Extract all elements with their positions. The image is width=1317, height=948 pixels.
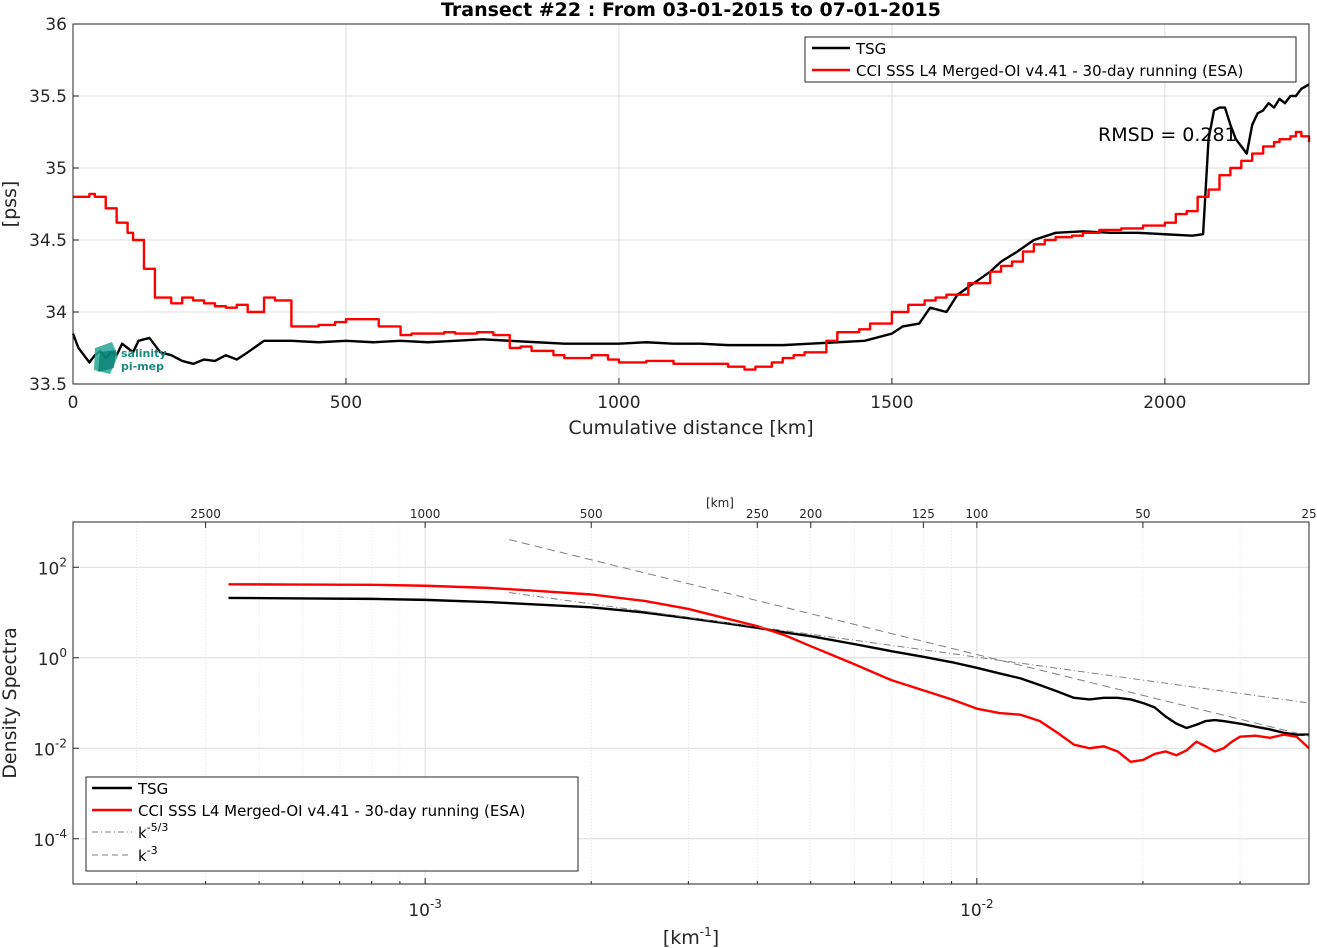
top-x-tick-label: 500 — [330, 393, 362, 413]
top-x-tick-label: 2000 — [1143, 393, 1186, 413]
top-x-tick-label: 0 — [68, 393, 79, 413]
bottom-y-tick-label: 100 — [38, 646, 67, 670]
svg-text:pi-mep: pi-mep — [121, 360, 164, 373]
bottom-top-tick-label: 25 — [1301, 507, 1316, 521]
cci-series-line — [73, 130, 1311, 371]
chart-title: Transect #22 : From 03-01-2015 to 07-01-… — [441, 0, 941, 21]
top-y-tick-label: 35.5 — [29, 87, 67, 107]
top-series-lines — [71, 83, 1311, 371]
cci-spectrum-line — [228, 583, 1310, 764]
tsg-spectrum-line — [228, 596, 1309, 736]
bottom-x-tick-label: 10-3 — [408, 897, 442, 921]
bottom-x-tick-label: 10-2 — [960, 897, 994, 921]
bottom-y-axis-ticks: 102 100 10-2 10-4 — [33, 555, 79, 851]
top-plot-frame — [72, 23, 1310, 385]
legend-cci-label-2: CCI SSS L4 Merged-OI v4.41 - 30-day runn… — [138, 802, 525, 820]
bottom-top-tick-label: 2500 — [190, 507, 221, 521]
top-x-axis-ticks: 0 500 1000 1500 2000 — [68, 378, 1187, 413]
top-axis-unit-label: [km] — [706, 496, 734, 510]
bottom-top-tick-label: 100 — [965, 507, 988, 521]
bottom-top-tick-label: 500 — [580, 507, 603, 521]
bottom-top-tick-label: 1000 — [410, 507, 441, 521]
bottom-plot-frame — [72, 521, 1310, 885]
salinity-pimep-logo: salinity pi-mep — [94, 342, 167, 374]
bottom-top-axis-ticks: 2500 1000 500 250 200 125 100 50 25 — [190, 507, 1317, 528]
top-x-tick-label: 1500 — [870, 393, 913, 413]
top-y-axis-label: [pss] — [0, 181, 21, 228]
salinity-transect-chart: Transect #22 : From 03-01-2015 to 07-01-… — [0, 0, 1311, 439]
top-y-axis-ticks: 33.5 34 34.5 35 35.5 36 — [29, 15, 79, 395]
bottom-y-axis-label: Density Spectra — [0, 627, 21, 778]
legend-tsg-label-2: TSG — [137, 780, 168, 798]
density-spectra-chart: 10-3 10-2 2500 1000 500 250 200 125 100 50 25 102… — [0, 496, 1317, 948]
bottom-top-tick-label: 200 — [799, 507, 822, 521]
top-y-tick-label: 34 — [45, 303, 67, 323]
top-x-tick-label: 1000 — [597, 393, 640, 413]
legend-cci-label: CCI SSS L4 Merged-OI v4.41 - 30-day runn… — [856, 62, 1243, 80]
top-x-axis-label: Cumulative distance [km] — [568, 417, 813, 439]
bottom-series-lines — [228, 539, 1310, 764]
top-y-tick-label: 36 — [45, 15, 67, 35]
tsg-series-line — [71, 83, 1310, 366]
top-y-tick-label: 35 — [45, 159, 67, 179]
bottom-top-tick-label: 50 — [1135, 507, 1150, 521]
top-y-tick-label: 34.5 — [29, 231, 67, 251]
k53-reference-line — [509, 592, 1310, 704]
bottom-top-tick-label: 250 — [746, 507, 769, 521]
bottom-y-tick-label: 102 — [38, 555, 67, 579]
k3-reference-line — [509, 539, 1310, 737]
rmsd-annotation: RMSD = 0.281 — [1098, 124, 1237, 146]
bottom-top-tick-label: 125 — [912, 507, 935, 521]
svg-text:salinity: salinity — [121, 347, 167, 360]
legend-tsg-label: TSG — [855, 40, 886, 58]
top-legend: TSG CCI SSS L4 Merged-OI v4.41 - 30-day … — [804, 36, 1297, 83]
bottom-legend: TSG CCI SSS L4 Merged-OI v4.41 - 30-day … — [85, 776, 579, 872]
bottom-y-tick-label: 10-4 — [33, 827, 67, 851]
top-y-tick-label: 33.5 — [29, 375, 67, 395]
bottom-y-tick-label: 10-2 — [33, 736, 67, 760]
bottom-x-axis-ticks: 10-3 10-2 — [136, 878, 1310, 921]
